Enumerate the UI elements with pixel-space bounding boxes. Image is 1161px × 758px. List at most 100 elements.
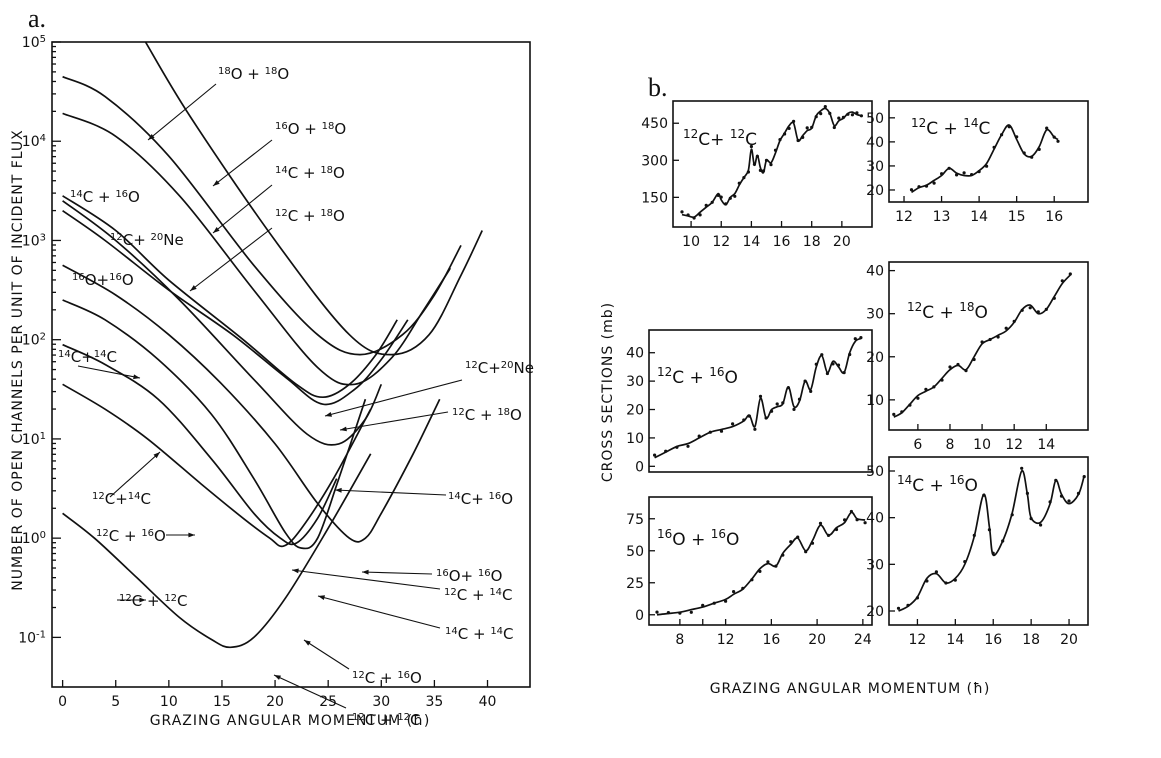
data-point [819, 112, 823, 116]
data-point [755, 154, 760, 158]
data-point [832, 125, 836, 130]
label-pre2: 16 [478, 568, 491, 579]
data-point [796, 138, 800, 143]
x-tick-label: 12 [1005, 437, 1023, 453]
label-pre: 12 [119, 593, 132, 604]
y-tick-exponent: -1 [36, 629, 46, 640]
leader-line [303, 639, 350, 670]
y-tick-label: 40 [866, 511, 884, 527]
curve-14c-14c [62, 299, 367, 550]
data-point [1052, 296, 1056, 300]
label-pre2: 12 [164, 593, 177, 604]
data-point [724, 599, 728, 603]
data-point [809, 389, 813, 393]
data-point [917, 185, 921, 189]
y-tick-exponent: 0 [40, 530, 46, 541]
data-point [820, 353, 824, 357]
data-point [814, 115, 818, 119]
leader-line [334, 489, 447, 496]
data-point [758, 394, 763, 398]
data-point [758, 168, 763, 172]
data-point [805, 126, 809, 130]
reaction-label: 16O + 18O [275, 120, 346, 138]
data-point [1020, 466, 1024, 470]
data-point [855, 111, 859, 115]
y-tick-label: 40 [866, 135, 884, 151]
x-tick-label: 10 [973, 437, 991, 453]
curve-12c-16o [62, 383, 372, 548]
data-point [977, 170, 981, 174]
data-point [991, 551, 995, 555]
panel-b-label: b. [648, 73, 668, 102]
data-point [750, 578, 754, 582]
label-pre2: 20 [151, 232, 164, 243]
subplot-frame [648, 329, 873, 473]
y-tick-label: 103 [22, 232, 46, 250]
reaction-label: 12C + 16O [96, 527, 166, 545]
data-point [1028, 306, 1032, 310]
reaction-label: 12C + 14C [444, 586, 513, 604]
data-line [681, 107, 862, 219]
reaction-label: 14C+14C [58, 348, 117, 366]
panel-a-frame [51, 41, 531, 688]
data-point [1029, 517, 1033, 521]
label-pre2: 18 [497, 407, 510, 418]
y-tick-base: 10 [22, 531, 40, 547]
leader-arrowhead [318, 595, 325, 600]
panel-a-leader-lines [77, 83, 463, 709]
data-line [656, 511, 866, 616]
y-tick-label: 50 [866, 111, 884, 127]
reaction-label: 14C + 14C [445, 625, 514, 643]
reaction-label: 18O + 18O [218, 65, 289, 83]
reaction-label: 14C + 16O [70, 188, 140, 206]
data-point [1052, 135, 1056, 139]
label-a: C + [922, 303, 959, 323]
label-pre2: 18 [322, 121, 335, 132]
x-tick-label: 16 [773, 234, 791, 250]
data-point [1060, 279, 1064, 283]
y-tick-label: 104 [22, 133, 46, 151]
data-point [814, 362, 818, 366]
label-a: C + [365, 711, 398, 729]
data-point [680, 210, 684, 214]
label-b: O [410, 669, 422, 687]
data-point [719, 195, 723, 199]
reaction-label: 12C + 16O [352, 669, 422, 687]
label-a: O + [288, 120, 322, 138]
data-point [1020, 308, 1024, 312]
data-point [731, 422, 735, 426]
subplot-data [896, 466, 1086, 612]
y-tick-label: 30 [626, 374, 644, 390]
data-point [925, 579, 929, 583]
data-point [689, 610, 693, 614]
data-point [924, 184, 929, 188]
data-point [692, 216, 696, 220]
data-point [846, 112, 850, 116]
data-point [773, 148, 778, 152]
data-point [712, 601, 716, 605]
curve-18o-18o [144, 42, 483, 356]
leader-arrowhead [133, 374, 140, 380]
data-point [655, 610, 659, 614]
data-point [781, 401, 785, 405]
data-point [1044, 307, 1048, 311]
label-b: C [141, 490, 151, 508]
y-tick-exponent: 1 [40, 430, 46, 441]
panel-a-x-axis-title: GRAZING ANGULAR MOMENTUM (ħ) [150, 713, 431, 729]
label-pre: 12 [96, 528, 109, 539]
data-point [859, 336, 863, 340]
label-b: O [726, 530, 739, 550]
y-tick-label: 300 [641, 153, 668, 169]
curve-12c-18o [62, 210, 409, 406]
reaction-label: 12C+20Ne [465, 359, 534, 377]
data-point [823, 105, 827, 109]
data-point [848, 352, 852, 357]
x-tick-label: 18 [803, 234, 821, 250]
y-tick-label: 10-1 [18, 629, 46, 647]
reaction-label: 12C + 12C [119, 592, 188, 610]
